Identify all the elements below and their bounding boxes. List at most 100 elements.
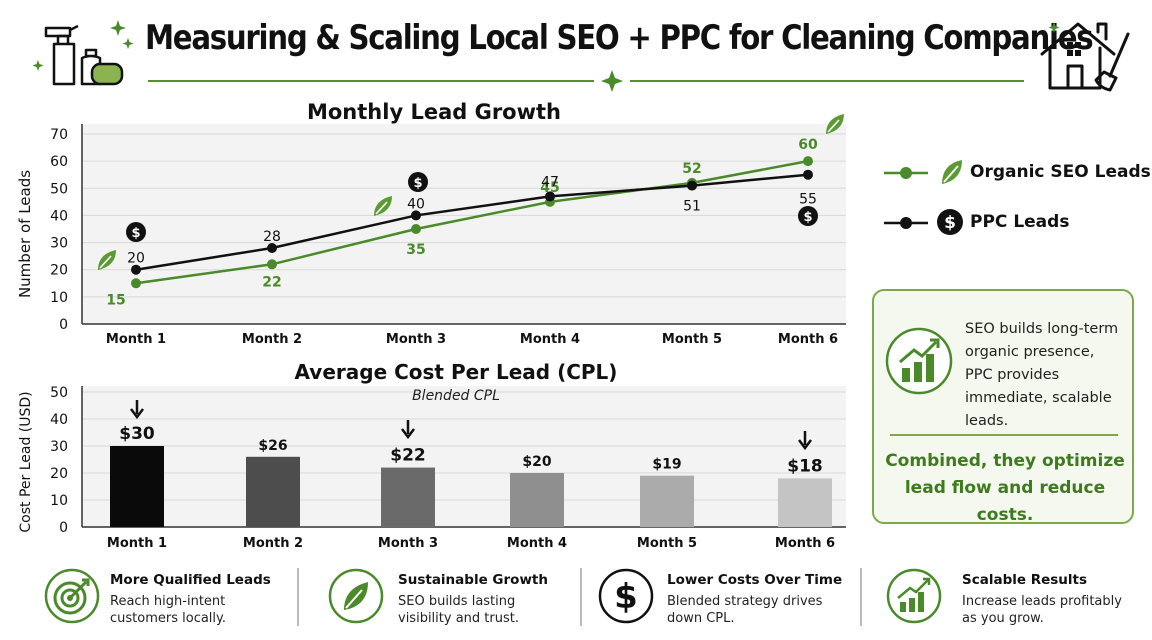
ppc-line xyxy=(135,173,809,271)
y-axis-label: Cost Per Lead (USD) xyxy=(18,391,34,532)
chart-subtitle: Blended CPL xyxy=(412,388,500,404)
organic-point xyxy=(267,259,277,270)
ppc-point xyxy=(687,180,697,191)
bar-value-label: $26 xyxy=(258,438,287,454)
y-tick-label: 40 xyxy=(50,412,68,428)
organic-data-label: 52 xyxy=(682,161,701,177)
ppc-point xyxy=(131,264,141,275)
y-tick-label: 20 xyxy=(50,263,68,279)
arrow-head xyxy=(401,428,415,440)
feature-lower-costs: $ Lower Costs Over Time Blended strategy… xyxy=(598,566,848,628)
leaf-vein xyxy=(827,119,840,133)
ppc-data-label: 51 xyxy=(683,199,701,215)
dollar-badge xyxy=(408,172,428,192)
organic-data-label: 60 xyxy=(798,137,818,153)
feature-title: Lower Costs Over Time xyxy=(667,572,843,588)
cpl-bar xyxy=(510,473,564,527)
y-tick-label: 70 xyxy=(50,127,68,143)
organic-data-label: 35 xyxy=(406,242,425,258)
y-axis-label: Number of Leads xyxy=(16,170,34,298)
plot-area xyxy=(82,386,846,527)
dollar-badge xyxy=(126,222,146,242)
feature-title: More Qualified Leads xyxy=(110,572,271,588)
ppc-point xyxy=(803,169,813,180)
legend-green-line-marker xyxy=(884,167,928,179)
organic-point xyxy=(803,156,813,167)
cpl-bar xyxy=(640,475,694,527)
growth-chart-icon xyxy=(885,327,953,395)
legend-item-organic: Organic SEO Leads xyxy=(884,158,1151,188)
dollar-icon: $ xyxy=(126,222,146,242)
cpl-bar xyxy=(778,478,832,527)
dollar-glyph: $ xyxy=(413,176,422,191)
x-tick-label: Month 4 xyxy=(520,332,580,347)
down-arrow-icon xyxy=(798,431,812,451)
ppc-data-label: 55 xyxy=(799,192,817,208)
feature-sustainable-growth: Sustainable Growth SEO builds lasting vi… xyxy=(328,566,578,628)
leaf-icon xyxy=(328,568,384,624)
legend-item-ppc: $ PPC Leads xyxy=(884,208,1144,238)
feature-divider xyxy=(297,568,299,626)
cpl-bar xyxy=(246,456,300,527)
summary-conclusion: Combined, they optimize lead flow and re… xyxy=(885,451,1125,525)
arrow-head xyxy=(130,408,144,420)
bar-value-label: $18 xyxy=(787,456,823,476)
chart-title: Monthly Lead Growth xyxy=(307,100,561,124)
bar-value-label: $20 xyxy=(522,454,551,470)
target-icon xyxy=(44,568,100,624)
cleaning-supplies-icon xyxy=(32,20,134,86)
feature-desc: Increase leads profitably as you grow. xyxy=(962,594,1122,626)
y-tick-label: 50 xyxy=(50,385,68,401)
feature-desc: SEO builds lasting visibility and trust. xyxy=(398,594,519,626)
bar-chart: 0 10 20 30 40 50 Average Cost Per Lead (CPL) Bl… xyxy=(18,360,846,551)
organic-point xyxy=(131,278,141,289)
x-tick-label: Month 4 xyxy=(507,536,567,551)
cpl-bar xyxy=(381,467,435,527)
house-broom-icon xyxy=(1040,22,1130,92)
x-tick-label: Month 5 xyxy=(637,536,697,551)
x-tick-label: Month 5 xyxy=(662,332,722,347)
x-tick-label: Month 2 xyxy=(243,536,303,551)
ppc-point xyxy=(411,210,421,221)
ppc-data-label: 28 xyxy=(263,229,281,245)
dollar-icon: $ xyxy=(598,568,654,624)
dollar-glyph: $ xyxy=(944,213,956,233)
page-title: Measuring & Scaling Local SEO + PPC for … xyxy=(145,18,1094,58)
y-tick-label: 60 xyxy=(50,154,68,170)
feature-qualified-leads: More Qualified Leads Reach high-intent c… xyxy=(44,566,294,628)
y-tick-label: 20 xyxy=(50,466,68,482)
feature-desc: Reach high-intent customers locally. xyxy=(110,594,226,626)
dollar-icon: $ xyxy=(937,209,963,235)
x-tick-label: Month 1 xyxy=(106,332,166,347)
arrow-head xyxy=(798,439,812,451)
x-tick-label: Month 3 xyxy=(386,332,446,347)
leaf-icon xyxy=(942,160,962,184)
y-tick-label: 50 xyxy=(50,181,68,197)
legend-black-line-marker xyxy=(884,217,928,229)
x-tick-label: Month 6 xyxy=(778,332,838,347)
y-tick-label: 40 xyxy=(50,208,68,224)
legend-label-organic: Organic SEO Leads xyxy=(970,162,1151,182)
feature-divider xyxy=(580,568,582,626)
chart-title: Average Cost Per Lead (CPL) xyxy=(295,360,618,384)
title-underline-right xyxy=(630,80,1024,82)
x-tick-label: Month 2 xyxy=(242,332,302,347)
title-underline-left xyxy=(148,80,594,82)
organic-point xyxy=(411,224,421,234)
dollar-icon: $ xyxy=(798,206,818,226)
down-arrow-icon xyxy=(130,400,144,420)
feature-title: Sustainable Growth xyxy=(398,572,548,588)
feature-title: Scalable Results xyxy=(962,572,1088,588)
organic-seo-line xyxy=(135,159,809,285)
x-tick-label: Month 1 xyxy=(107,536,167,551)
sparkle-icon xyxy=(601,70,623,92)
y-tick-label: 0 xyxy=(59,520,68,536)
summary-text: SEO builds long-term organic presence, P… xyxy=(965,321,1119,429)
y-tick-label: 10 xyxy=(50,493,68,509)
ppc-data-label: 40 xyxy=(407,196,425,212)
growth-chart-icon xyxy=(886,568,942,624)
leaf-icon xyxy=(374,196,392,216)
bar-value-label: $30 xyxy=(119,424,155,444)
dollar-glyph: $ xyxy=(803,210,812,225)
leaf-vein xyxy=(99,255,112,269)
